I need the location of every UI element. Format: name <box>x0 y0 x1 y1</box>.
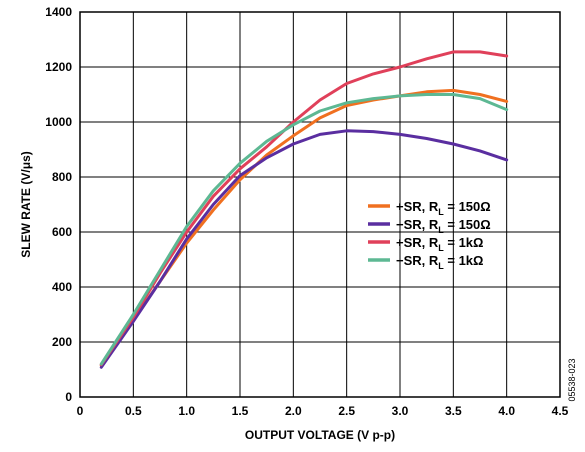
y-tick-label: 200 <box>52 335 72 349</box>
x-tick-label: 4.5 <box>552 404 569 418</box>
x-tick-label: 1.5 <box>232 404 249 418</box>
y-axis-label: SLEW RATE (V/μs) <box>19 151 33 257</box>
grid-lines <box>80 12 560 397</box>
x-tick-label: 1.0 <box>178 404 195 418</box>
x-tick-label: 4.0 <box>498 404 515 418</box>
y-tick-label: 400 <box>52 280 72 294</box>
legend-item: +SR, RL = 150Ω <box>368 199 491 217</box>
legend: +SR, RL = 150Ω−SR, RL = 150Ω+SR, RL = 1k… <box>368 199 491 271</box>
y-tick-label: 600 <box>52 225 72 239</box>
y-tick-label: 1200 <box>45 60 72 74</box>
y-tick-label: 1000 <box>45 115 72 129</box>
legend-label: −SR, RL = 150Ω <box>396 217 491 235</box>
series-line-3 <box>99 50 509 367</box>
legend-label: +SR, RL = 1kΩ <box>396 235 483 253</box>
figure-code: 05538-023 <box>567 358 577 401</box>
y-tick-label: 1400 <box>45 5 72 19</box>
y-tick-label: 0 <box>65 390 72 404</box>
legend-label: −SR, RL = 1kΩ <box>396 253 483 271</box>
x-tick-label: 3.0 <box>392 404 409 418</box>
y-tick-labels: 0 200 400 600 800 1000 1200 1400 <box>45 5 72 404</box>
y-tick-label: 800 <box>52 170 72 184</box>
legend-label: +SR, RL = 150Ω <box>396 199 491 217</box>
series-line-2 <box>99 129 509 369</box>
x-tick-label: 3.5 <box>445 404 462 418</box>
legend-item: +SR, RL = 1kΩ <box>368 235 483 253</box>
series-line-4 <box>99 93 509 366</box>
x-tick-label: 0 <box>77 404 84 418</box>
series-lines <box>99 50 509 369</box>
legend-item: −SR, RL = 1kΩ <box>368 253 483 271</box>
x-tick-label: 2.5 <box>338 404 355 418</box>
x-tick-label: 0.5 <box>125 404 142 418</box>
plot-frame <box>79 11 561 398</box>
x-tick-label: 2.0 <box>285 404 302 418</box>
x-tick-labels: 0 0.5 1.0 1.5 2.0 2.5 3.0 3.5 4.0 4.5 <box>77 404 569 418</box>
x-axis-label: OUTPUT VOLTAGE (V p-p) <box>245 428 395 442</box>
legend-item: −SR, RL = 150Ω <box>368 217 491 235</box>
